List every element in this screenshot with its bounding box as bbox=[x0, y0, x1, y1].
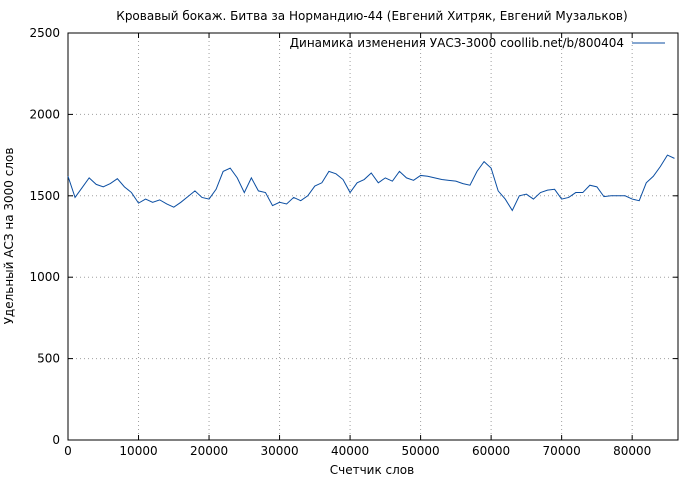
grid-lines bbox=[68, 33, 678, 440]
x-tick-label: 70000 bbox=[543, 444, 581, 458]
x-tick-label: 80000 bbox=[613, 444, 651, 458]
x-axis-label: Счетчик слов bbox=[330, 463, 414, 477]
chart-title: Кровавый бокаж. Битва за Нормандию-44 (Е… bbox=[116, 9, 627, 23]
y-axis-label: Удельный АСЗ на 3000 слов bbox=[2, 148, 16, 325]
y-tick-label: 500 bbox=[37, 352, 60, 366]
legend-label: Динамика изменения УАСЗ-3000 coollib.net… bbox=[290, 36, 624, 50]
x-tick-label: 10000 bbox=[119, 444, 157, 458]
x-tick-label: 20000 bbox=[190, 444, 228, 458]
x-tick-label: 60000 bbox=[472, 444, 510, 458]
axis-ticks: 0 500 1000 1500 2000 2500 0 10000 20000 30000 4000… bbox=[29, 26, 678, 458]
y-tick-label: 0 bbox=[52, 433, 60, 447]
x-tick-label: 50000 bbox=[402, 444, 440, 458]
y-tick-label: 1500 bbox=[29, 189, 60, 203]
x-tick-label: 0 bbox=[64, 444, 72, 458]
y-tick-label: 2500 bbox=[29, 26, 60, 40]
series-line bbox=[67, 154, 675, 212]
legend: Динамика изменения УАСЗ-3000 coollib.net… bbox=[290, 36, 665, 50]
x-tick-label: 30000 bbox=[260, 444, 298, 458]
y-tick-label: 1000 bbox=[29, 270, 60, 284]
plot-frame bbox=[67, 32, 679, 441]
x-tick-label: 40000 bbox=[331, 444, 369, 458]
y-tick-label: 2000 bbox=[29, 107, 60, 121]
